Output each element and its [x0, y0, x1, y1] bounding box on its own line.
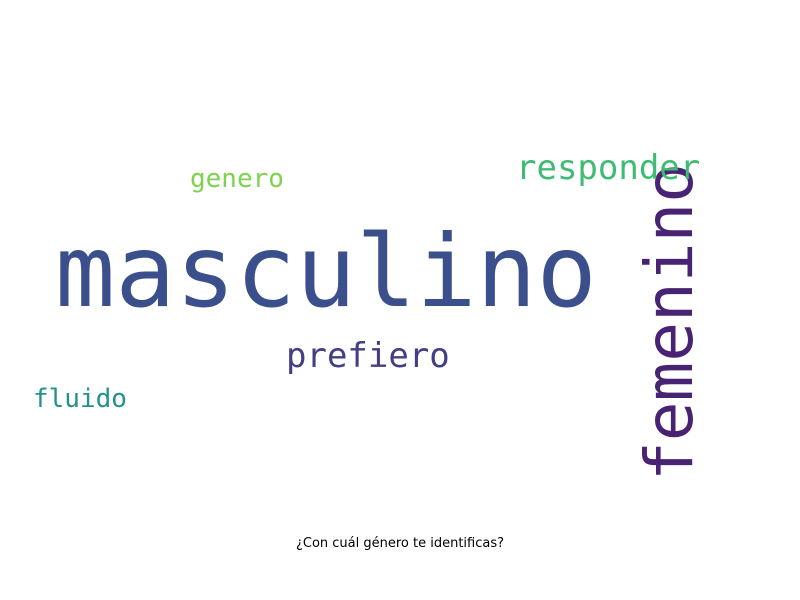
word-masculino: masculino: [55, 213, 597, 330]
caption: ¿Con cuál género te identificas?: [295, 536, 505, 551]
word-prefiero: prefiero: [286, 336, 450, 376]
word-responder: responder: [516, 148, 701, 188]
word-genero: genero: [190, 164, 284, 194]
word-fluido: fluido: [33, 384, 127, 414]
word-femenino: femenino: [631, 163, 708, 481]
